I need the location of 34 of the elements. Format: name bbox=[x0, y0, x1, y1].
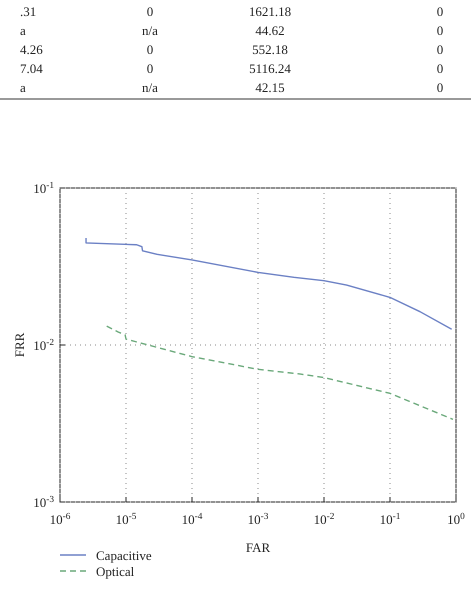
legend-label: Optical bbox=[96, 564, 135, 579]
legend-label: Capacitive bbox=[96, 548, 152, 563]
x-tick-label: 10$^{-5}$ bbox=[116, 512, 137, 527]
x-tick-label: 10$^{0}$ bbox=[447, 512, 466, 527]
text: 42.15 bbox=[255, 80, 285, 95]
y-tick-label: 10$^{-1}$ bbox=[33, 181, 54, 196]
x-tick-label: 10$^{-2}$ bbox=[314, 512, 335, 527]
text: 0 bbox=[436, 4, 444, 19]
text: 4.26 bbox=[20, 42, 44, 57]
text: .31 bbox=[20, 4, 36, 19]
text: 0 bbox=[146, 4, 154, 19]
y-tick-label: 10$^{-2}$ bbox=[33, 338, 54, 353]
text: 5116.24 bbox=[249, 61, 292, 76]
text: 0 bbox=[436, 61, 444, 76]
x-tick-label: 10$^{-3}$ bbox=[248, 512, 269, 527]
x-axis-title: FAR bbox=[246, 540, 270, 555]
text: 1621.18 bbox=[248, 4, 292, 19]
text: 44.62 bbox=[255, 23, 285, 38]
text: 552.18 bbox=[252, 42, 288, 57]
x-tick-label: 10$^{-4}$ bbox=[182, 512, 203, 527]
text: 7.04 bbox=[20, 61, 44, 76]
text: 0 bbox=[436, 80, 444, 95]
text: 0 bbox=[146, 61, 154, 76]
text: n/a bbox=[142, 80, 158, 95]
text: 0 bbox=[436, 23, 444, 38]
x-tick-label: 10$^{-6}$ bbox=[50, 512, 71, 527]
text: 0 bbox=[436, 42, 444, 57]
text: n/a bbox=[142, 23, 158, 38]
text: a bbox=[20, 23, 26, 38]
y-axis-title: FRR bbox=[12, 332, 27, 358]
text: 0 bbox=[146, 42, 154, 57]
x-tick-label: 10$^{-1}$ bbox=[380, 512, 401, 527]
y-tick-label: 10$^{-3}$ bbox=[33, 495, 54, 510]
text: a bbox=[20, 80, 26, 95]
